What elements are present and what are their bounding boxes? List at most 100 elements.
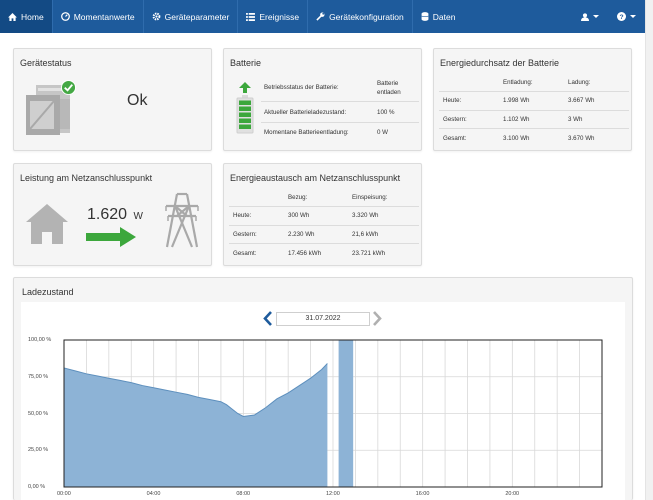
- nav-daten-label: Daten: [432, 11, 456, 22]
- battery-panel: Batterie Betriebsstatus der Batterie: Ba…: [223, 48, 422, 151]
- table-row: Gesamt: 17.456 kWh 23.721 kWh: [229, 243, 419, 262]
- wrench-icon: [316, 12, 325, 21]
- check-icon: [61, 80, 76, 95]
- device-status-panel: Gerätestatus Ok: [13, 48, 212, 151]
- list-icon: [246, 12, 256, 21]
- chevron-down-icon: [630, 15, 636, 18]
- divider: [261, 122, 419, 123]
- help-icon: ?: [617, 12, 626, 21]
- table-cell: 21,6 kWh: [348, 224, 419, 244]
- nav-home-label: Home: [21, 11, 44, 22]
- table-header: Ladung:: [568, 78, 591, 86]
- grid-power-title: Leistung am Netzanschlusspunkt: [20, 173, 153, 183]
- y-tick-label: 0,00 %: [28, 484, 46, 490]
- table-cell: Gestern:: [439, 109, 499, 129]
- nav-momentanwerte-label: Momentanwerte: [73, 11, 135, 22]
- battery-throughput-panel: Energiedurchsatz der Batterie Entladung:…: [433, 48, 632, 151]
- y-tick-label: 25,00 %: [28, 447, 49, 454]
- dashboard-icon: [60, 12, 70, 21]
- chevron-down-icon: [593, 15, 599, 18]
- gear-icon: [152, 12, 161, 21]
- database-icon: [421, 12, 429, 21]
- divider: [261, 101, 419, 102]
- nav-daten[interactable]: Daten: [413, 0, 464, 33]
- series-area-0: [64, 363, 328, 487]
- nav-ereignisse[interactable]: Ereignisse: [238, 0, 309, 33]
- top-navbar: Home Momentanwerte Geräteparameter Ereig…: [0, 0, 645, 33]
- power-pylon-icon: [165, 192, 199, 248]
- battery-icon: [236, 82, 254, 134]
- user-menu[interactable]: [572, 0, 608, 33]
- series-line-0: [63, 363, 328, 417]
- table-cell: 17.456 kWh: [284, 243, 348, 262]
- table-cell: 3 Wh: [564, 109, 629, 129]
- table-cell: 300 Wh: [284, 206, 348, 225]
- table-header: Entladung:: [503, 78, 533, 86]
- table-header: Einspeisung:: [352, 193, 388, 201]
- y-tick-label: 75,00 %: [28, 373, 49, 380]
- table-cell: Gesamt:: [439, 128, 499, 147]
- grid-power-value: 1.620 W: [87, 206, 143, 224]
- svg-text:?: ?: [619, 14, 623, 21]
- battery-status-value-1: Batterie: [377, 80, 399, 87]
- battery-charge-label: Aktueller Batterieladezustand:: [264, 109, 347, 116]
- table-cell: 1.102 Wh: [499, 109, 564, 129]
- table-cell: Heute:: [439, 91, 499, 110]
- house-icon: [26, 204, 68, 244]
- energy-exchange-table: Bezug: Einspeisung: Heute: 300 Wh 3.320 Wh …: [229, 188, 419, 262]
- table-cell: 1.998 Wh: [499, 91, 564, 110]
- x-tick-label: 20:00: [505, 491, 520, 497]
- energy-exchange-title: Energieaustausch am Netzanschlusspunkt: [230, 173, 401, 183]
- device-status-value: Ok: [127, 92, 148, 109]
- grid-power-panel: Leistung am Netzanschlusspunkt 1.620 W: [13, 163, 212, 266]
- x-tick-label: 04:00: [146, 491, 161, 497]
- nav-geraetekonfiguration-label: Gerätekonfiguration: [329, 11, 404, 22]
- table-cell: 3.100 Wh: [499, 128, 564, 147]
- energy-exchange-panel: Energieaustausch am Netzanschlusspunkt B…: [223, 163, 422, 266]
- y-tick-label: 50,00 %: [28, 410, 49, 417]
- nav-ereignisse-label: Ereignisse: [259, 11, 300, 22]
- battery-status-value-2: entladen: [377, 89, 401, 96]
- scrollbar[interactable]: [645, 0, 653, 500]
- home-icon: [8, 12, 17, 21]
- x-tick-label: 00:00: [57, 491, 71, 497]
- help-menu[interactable]: ?: [608, 0, 645, 33]
- arrow-right-icon: [86, 227, 136, 247]
- table-cell: 23.721 kWh: [348, 243, 419, 262]
- battery-discharge-value: 0 W: [377, 129, 389, 136]
- battery-throughput-title: Energiedurchsatz der Batterie: [440, 58, 560, 68]
- table-cell: Heute:: [229, 206, 284, 225]
- nav-geraeteparameter[interactable]: Geräteparameter: [144, 0, 239, 33]
- battery-throughput-table: Entladung: Ladung: Heute: 1.998 Wh 3.667 Wh…: [439, 73, 629, 147]
- chevron-left-icon[interactable]: [263, 311, 273, 326]
- nav-home[interactable]: Home: [0, 0, 53, 33]
- table-cell: 3.320 Wh: [348, 206, 419, 225]
- nav-momentanwerte[interactable]: Momentanwerte: [53, 0, 144, 33]
- table-cell: 3.670 Wh: [564, 128, 629, 147]
- y-tick-label: 100,00 %: [28, 337, 52, 343]
- chevron-right-icon[interactable]: [372, 311, 382, 326]
- nav-geraeteparameter-label: Geräteparameter: [164, 11, 230, 22]
- table-row: Gestern: 2.230 Wh 21,6 kWh: [229, 224, 419, 244]
- series-area-1: [338, 340, 354, 487]
- table-cell: Gestern:: [229, 224, 284, 244]
- date-field[interactable]: 31.07.2022: [276, 312, 370, 326]
- battery-title: Batterie: [230, 58, 262, 68]
- charge-state-title: Ladezustand: [22, 287, 74, 297]
- plot-frame: [63, 339, 603, 488]
- table-row: Heute: 1.998 Wh 3.667 Wh: [439, 91, 629, 110]
- grid-power-unit: W: [133, 211, 143, 222]
- x-tick-label: 08:00: [236, 491, 251, 497]
- inverter-device-icon: [26, 85, 70, 135]
- nav-geraetekonfiguration[interactable]: Gerätekonfiguration: [308, 0, 413, 33]
- battery-status-label: Betriebsstatus der Batterie:: [264, 84, 339, 91]
- x-tick-label: 16:00: [415, 491, 430, 497]
- user-icon: [581, 12, 589, 21]
- x-tick-label: 12:00: [326, 491, 340, 497]
- table-row: Gesamt: 3.100 Wh 3.670 Wh: [439, 128, 629, 147]
- table-cell: Gesamt:: [229, 243, 284, 262]
- table-row: Gestern: 1.102 Wh 3 Wh: [439, 109, 629, 129]
- battery-charge-value: 100 %: [377, 109, 395, 116]
- table-header: Bezug:: [288, 193, 308, 201]
